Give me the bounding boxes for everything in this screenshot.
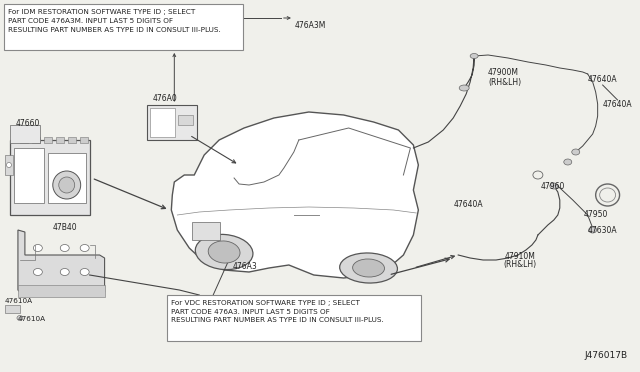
Ellipse shape (17, 315, 23, 321)
Ellipse shape (80, 269, 89, 276)
Bar (48, 153, 86, 203)
Ellipse shape (589, 227, 596, 233)
Text: For VDC RESTORATION SOFTWARE TYPE ID ; SELECT
PART CODE 476A3. INPUT LAST 5 DIGI: For VDC RESTORATION SOFTWARE TYPE ID ; S… (172, 300, 384, 324)
Polygon shape (172, 112, 419, 278)
Ellipse shape (59, 177, 75, 193)
Text: 47640A: 47640A (588, 75, 618, 84)
Text: 47960: 47960 (541, 182, 565, 191)
Bar (4, 4, 243, 50)
Bar (80, 137, 88, 143)
Ellipse shape (6, 163, 12, 167)
Bar (56, 137, 64, 143)
Ellipse shape (459, 85, 469, 91)
Ellipse shape (195, 234, 253, 270)
Ellipse shape (80, 244, 89, 251)
Ellipse shape (33, 244, 42, 251)
Bar (167, 295, 421, 341)
Text: 47640A: 47640A (453, 200, 483, 209)
Ellipse shape (60, 244, 69, 251)
Text: 47660: 47660 (16, 119, 40, 128)
Bar (10, 125, 40, 143)
Ellipse shape (572, 149, 580, 155)
Text: For IDM RESTORATION SOFTWARE TYPE ID ; SELECT
PART CODE 476A3M. INPUT LAST 5 DIG: For IDM RESTORATION SOFTWARE TYPE ID ; S… (8, 9, 221, 32)
Text: J476017B: J476017B (584, 351, 628, 360)
Text: 47630A: 47630A (588, 226, 618, 235)
Text: 47900M: 47900M (488, 68, 519, 77)
Ellipse shape (564, 159, 572, 165)
Bar (14, 148, 44, 203)
Bar (10, 140, 90, 215)
Text: 47640A: 47640A (603, 100, 632, 109)
Bar (150, 108, 175, 137)
Bar (192, 222, 220, 240)
Text: 476A0: 476A0 (153, 94, 178, 103)
Text: 47610A: 47610A (18, 316, 46, 322)
Bar (44, 137, 52, 143)
Bar (5, 155, 13, 175)
Ellipse shape (60, 269, 69, 276)
Text: 47B40: 47B40 (52, 223, 77, 232)
Ellipse shape (33, 269, 42, 276)
Bar (68, 137, 76, 143)
Ellipse shape (353, 259, 385, 277)
Bar (20, 137, 28, 143)
Ellipse shape (340, 253, 397, 283)
Bar (5, 305, 20, 313)
Ellipse shape (52, 171, 81, 199)
Bar (147, 105, 197, 140)
Text: 476A3: 476A3 (233, 262, 258, 271)
Polygon shape (18, 230, 104, 295)
Bar (179, 115, 193, 125)
Ellipse shape (470, 54, 478, 58)
Text: (RH&LH): (RH&LH) (504, 260, 536, 269)
Text: 47610A: 47610A (5, 298, 33, 304)
Text: 47910M: 47910M (504, 252, 536, 261)
Text: 47950: 47950 (584, 210, 608, 219)
Bar (18, 285, 104, 297)
Ellipse shape (208, 241, 240, 263)
Text: 476A3M: 476A3M (295, 21, 326, 30)
Ellipse shape (550, 183, 558, 189)
Text: (RH&LH): (RH&LH) (488, 78, 521, 87)
Bar (32, 137, 40, 143)
